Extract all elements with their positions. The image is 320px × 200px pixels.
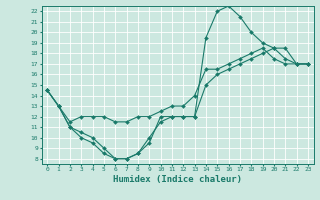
- X-axis label: Humidex (Indice chaleur): Humidex (Indice chaleur): [113, 175, 242, 184]
